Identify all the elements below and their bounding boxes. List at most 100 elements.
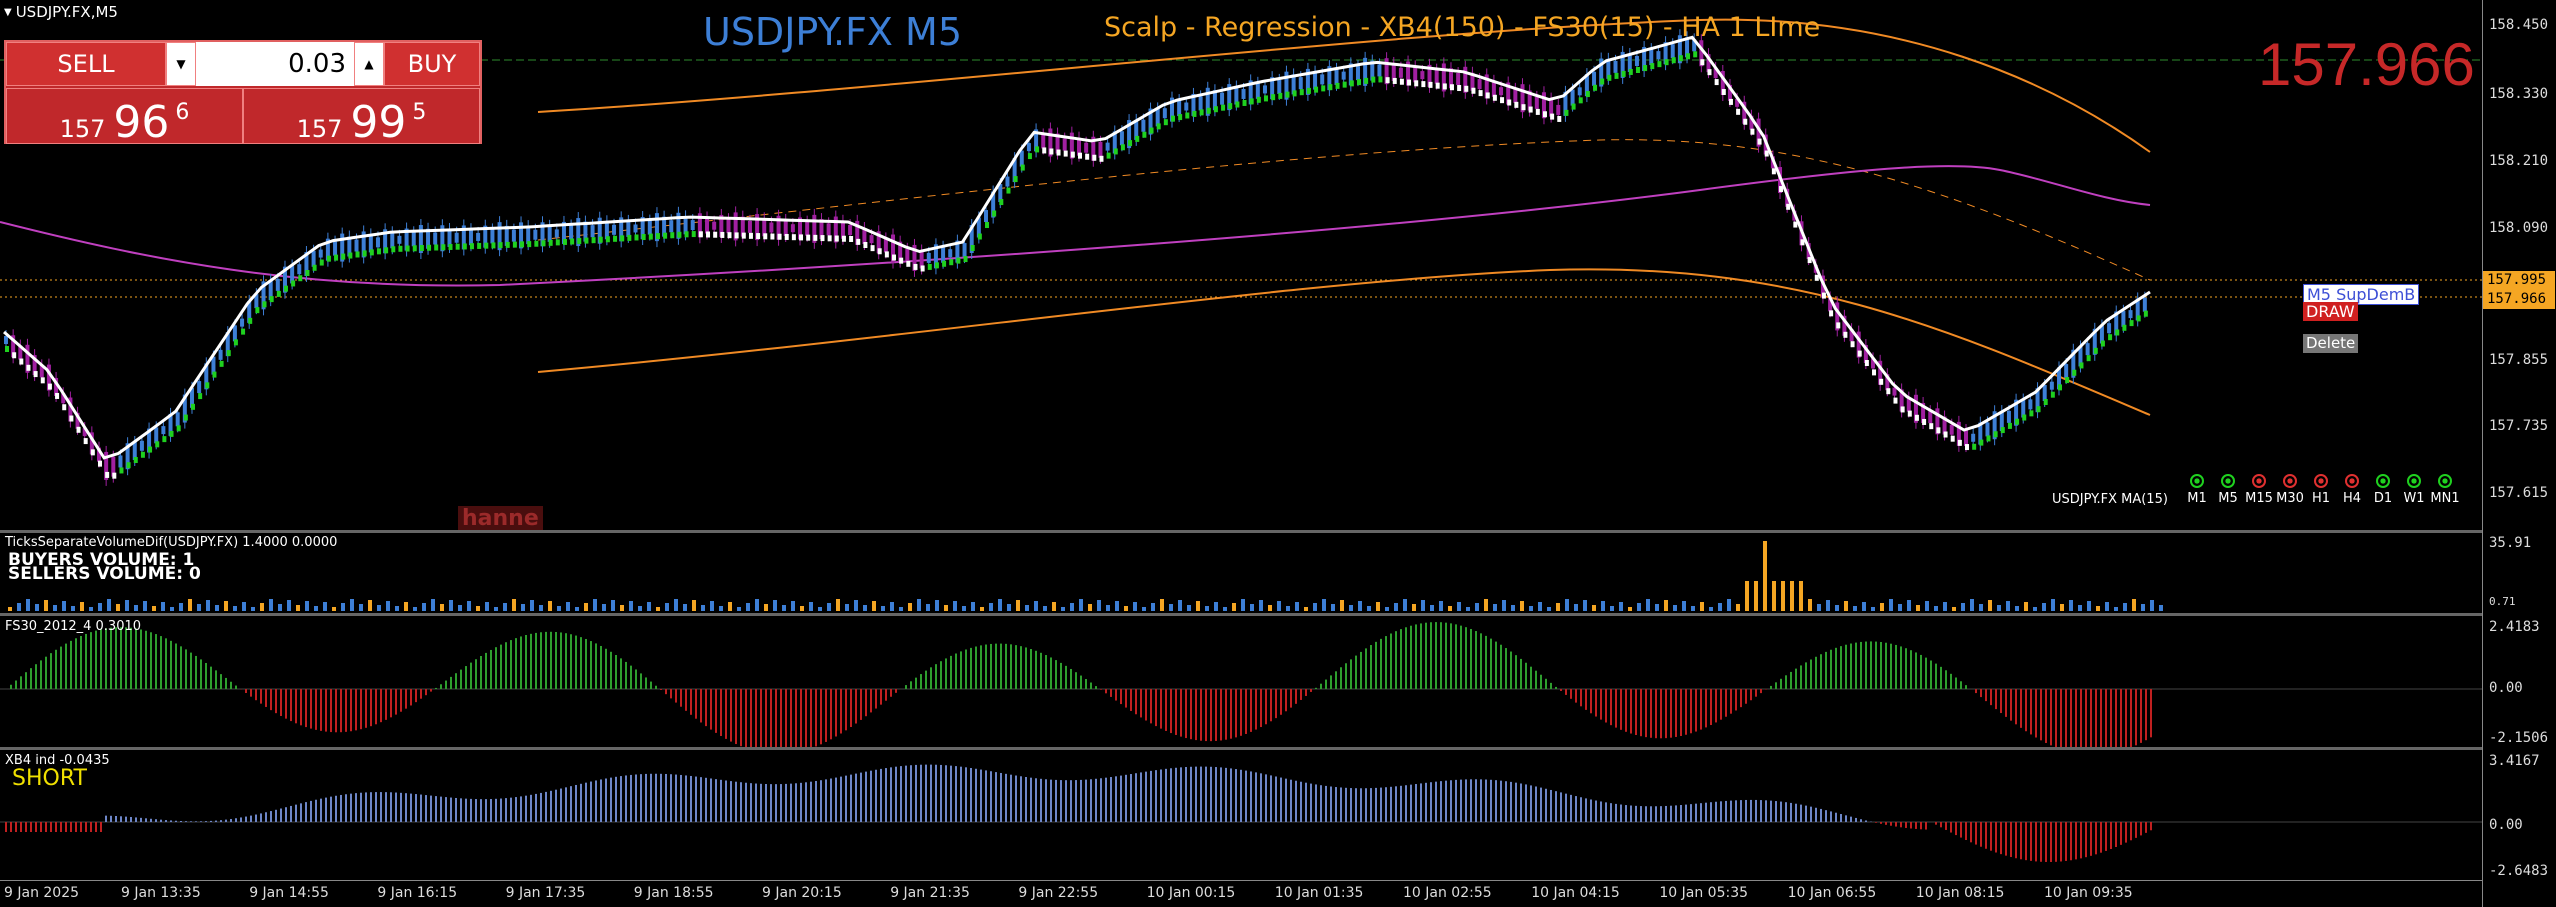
timeframe-m1[interactable]: M1 [2182,474,2212,506]
timeframe-m15[interactable]: M15 [2244,474,2274,506]
volume-bar [1277,601,1281,611]
heikin-ashi-marker [1435,82,1440,89]
heikin-ashi-marker [1528,106,1533,113]
status-dot-icon [2252,474,2266,488]
heikin-ashi-marker [870,245,875,252]
heikin-ashi-marker [1514,101,1519,108]
heikin-ashi-marker [620,235,625,242]
pane-separator[interactable] [0,613,2556,616]
time-axis[interactable]: 9 Jan 2025 9 Jan 13:35 9 Jan 14:55 9 Jan 16… [0,880,2482,907]
heikin-ashi-marker [1006,187,1011,194]
heikin-ashi-marker [641,234,646,241]
lot-size-input[interactable]: 0.03 [196,42,354,86]
heikin-ashi-marker [1149,127,1154,134]
support-demand-tag[interactable]: M5 SupDemB [2303,284,2420,305]
candle-body [497,222,502,251]
candle-body [1162,108,1167,119]
volume-bar [1862,602,1866,611]
timeframe-h4[interactable]: H4 [2337,474,2367,506]
candle-body [1034,129,1039,152]
candle-body [612,224,617,235]
dropdown-arrow-icon[interactable]: ▼ [4,6,12,18]
timeframe-m5[interactable]: M5 [2213,474,2243,506]
candle-body [2128,310,2133,319]
candle-body [1327,66,1332,91]
draw-button[interactable]: DRAW [2303,302,2358,321]
main-chart-pane[interactable]: ▼ USDJPY.FX,M5 USDJPY.FX M5 Scalp - Regr… [0,0,2482,531]
timeframe-label: M30 [2276,491,2304,506]
candle-body [1828,297,1833,312]
heikin-ashi-marker [62,404,67,411]
candle-body [1177,100,1182,117]
heikin-ashi-marker [90,449,95,456]
delete-button[interactable]: Delete [2303,334,2359,353]
volume-bar [1052,602,1056,611]
volume-bar [1331,604,1335,611]
heikin-ashi-marker [1013,176,1018,183]
price-chart-canvas[interactable] [0,0,2482,530]
pane-separator[interactable] [0,530,2556,533]
volume-bar [440,604,444,611]
volume-bar [332,607,336,611]
volume-bar [809,602,813,611]
candle-body [4,336,8,344]
volume-bar [755,599,759,611]
candle-body [898,241,903,262]
timeframe-d1[interactable]: D1 [2368,474,2398,506]
heikin-ashi-marker [1299,89,1304,96]
heikin-ashi-marker [756,233,761,240]
candle-body [375,237,380,248]
heikin-ashi-marker [605,236,610,243]
volume-bar [134,605,138,611]
heikin-ashi-marker [2072,369,2077,376]
timeframe-h1[interactable]: H1 [2306,474,2336,506]
candle-body [647,220,652,235]
lot-increase-icon[interactable]: ▲ [354,42,384,86]
candle-body [118,455,123,468]
candle-body [654,213,659,242]
lot-decrease-icon[interactable]: ▼ [166,42,196,86]
volume-bar [170,607,174,611]
volume-bar [143,601,147,611]
volume-bar [1466,607,1470,611]
volume-bar [521,604,525,611]
heikin-ashi-marker [1957,439,1962,446]
candle-body [933,244,938,269]
heikin-ashi-marker [1328,84,1333,91]
time-tick: 10 Jan 05:35 [1659,885,1749,901]
ask-price[interactable]: 157 99 5 [243,88,480,148]
candle-body [433,232,438,245]
candle-body [1098,141,1103,158]
price-scale[interactable]: 158.450 158.330 158.210 158.090 157.855 … [2482,0,2556,907]
heikin-ashi-marker [2015,418,2020,425]
heikin-ashi-marker [376,248,381,255]
heikin-ashi-marker [1600,78,1605,85]
sell-button[interactable]: SELL [6,42,166,86]
heikin-ashi-marker [1092,154,1097,161]
candle-body [1556,104,1561,115]
candle-body [1584,74,1589,97]
heikin-ashi-marker [648,233,653,240]
candle-body [1685,37,1690,58]
timeframe-m30[interactable]: M30 [2275,474,2305,506]
heikin-ashi-marker [548,239,553,246]
volume-bar [2024,602,2028,611]
candle-body [1992,411,1997,440]
buy-button[interactable]: BUY [384,42,480,86]
timeframe-w1[interactable]: W1 [2399,474,2429,506]
timeframe-mn1[interactable]: MN1 [2430,474,2460,506]
volume-bar [2033,607,2037,611]
volume-bar [764,604,768,611]
heikin-ashi-marker [2115,329,2120,336]
heikin-ashi-marker [763,233,768,240]
heikin-ashi-marker [1657,61,1662,68]
pane-separator[interactable] [0,747,2556,750]
candle-body [1341,71,1346,80]
heikin-ashi-marker [140,451,145,458]
bid-price[interactable]: 157 96 6 [6,88,243,148]
heikin-ashi-marker [1707,69,1712,76]
heikin-ashi-marker [1714,79,1719,86]
volume-bar [1610,606,1614,611]
heikin-ashi-marker [799,234,804,241]
candle-body [1134,119,1139,140]
